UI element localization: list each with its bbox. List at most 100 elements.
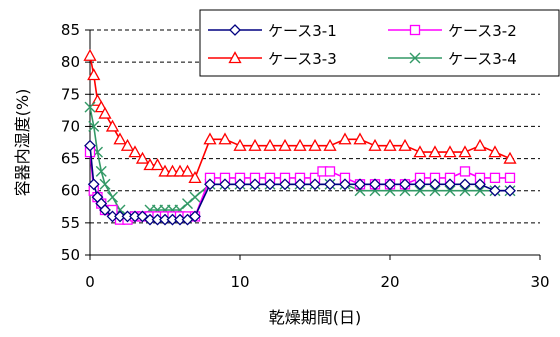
series-triangle — [83, 48, 517, 184]
series-line — [89, 106, 510, 218]
data-point — [218, 132, 232, 145]
data-point — [203, 132, 217, 145]
data-point — [458, 145, 472, 158]
data-point — [105, 119, 120, 132]
data-point — [204, 178, 216, 191]
data-point — [219, 178, 231, 191]
y-tick-label: 75 — [61, 85, 80, 103]
data-point — [88, 120, 100, 132]
data-point — [128, 145, 142, 158]
data-point — [308, 138, 322, 151]
data-point — [107, 191, 118, 203]
data-point — [474, 178, 486, 191]
data-point — [429, 178, 441, 191]
data-point — [474, 185, 486, 197]
legend-entry: ケース3-3 — [208, 50, 337, 68]
x-marker-stroke — [99, 178, 111, 190]
data-point — [488, 145, 502, 158]
data-point — [294, 178, 306, 191]
legend-entry: ケース3-2 — [388, 22, 517, 40]
x-axis-title: 乾燥期間(日) — [269, 308, 362, 327]
legend-marker — [228, 51, 242, 64]
data-point — [368, 138, 382, 151]
data-point — [84, 139, 96, 152]
data-point — [414, 185, 426, 197]
data-point — [189, 191, 201, 203]
data-point — [135, 151, 150, 164]
y-tick-label: 60 — [61, 182, 80, 200]
data-point — [429, 185, 441, 197]
data-point — [279, 178, 291, 191]
data-point — [414, 178, 426, 191]
data-point — [120, 138, 135, 151]
data-point — [180, 164, 195, 177]
data-point — [489, 184, 501, 197]
data-point — [99, 178, 111, 190]
data-point — [189, 210, 201, 223]
y-tick-label: 85 — [61, 21, 80, 39]
data-point — [339, 178, 351, 191]
legend-label: ケース3-2 — [448, 22, 517, 40]
data-point — [413, 145, 427, 158]
y-tick-label: 50 — [61, 246, 80, 264]
legend-entry: ケース3-1 — [208, 22, 337, 40]
legend-marker — [229, 24, 241, 36]
data-point — [98, 106, 112, 119]
x-marker-stroke — [88, 120, 100, 132]
data-point — [383, 138, 397, 151]
x-tick-label: 30 — [530, 273, 549, 291]
legend-label: ケース3-1 — [268, 22, 337, 40]
data-point — [428, 145, 442, 158]
x-marker-stroke — [459, 185, 471, 197]
data-point — [323, 138, 337, 151]
x-marker-stroke — [182, 198, 193, 210]
data-point — [233, 138, 247, 151]
y-tick-label: 80 — [61, 53, 80, 71]
data-point — [309, 178, 321, 191]
legend-marker — [409, 52, 421, 64]
data-point — [504, 184, 516, 197]
data-point — [398, 138, 412, 151]
data-point — [473, 138, 487, 151]
x-marker-stroke — [474, 185, 486, 197]
data-point — [293, 138, 307, 151]
x-marker-stroke — [429, 185, 441, 197]
data-point — [99, 204, 111, 216]
data-point — [83, 48, 97, 61]
data-point — [459, 178, 471, 191]
x-tick-label: 10 — [230, 273, 249, 291]
data-point — [234, 178, 246, 191]
y-tick-label: 70 — [61, 117, 80, 135]
data-point — [384, 178, 396, 191]
y-axis-title: 容器内湿度(%) — [13, 89, 32, 197]
data-point — [504, 172, 516, 184]
data-point — [87, 68, 101, 81]
data-point — [150, 158, 165, 171]
x-marker-stroke — [95, 165, 107, 177]
x-marker-stroke — [444, 185, 456, 197]
x-tick-label: 20 — [380, 273, 399, 291]
series-diamond — [84, 139, 516, 226]
data-point — [95, 165, 107, 177]
data-point — [248, 138, 262, 151]
data-point — [443, 145, 457, 158]
legend-marker — [409, 24, 421, 36]
data-point — [444, 185, 456, 197]
legend: ケース3-1 ケース3-2 ケース3-3 ケース3-4 — [199, 9, 560, 77]
x-marker-stroke — [414, 185, 426, 197]
data-point — [369, 178, 381, 191]
legend-label: ケース3-4 — [448, 50, 517, 68]
x-marker-stroke — [189, 191, 201, 203]
data-point — [459, 185, 471, 197]
data-point — [338, 132, 352, 145]
data-point — [87, 178, 100, 191]
data-point — [249, 178, 261, 191]
data-point — [188, 171, 202, 184]
x-marker-stroke — [84, 101, 96, 113]
data-point — [182, 198, 193, 210]
data-point — [324, 178, 336, 191]
data-point — [353, 132, 367, 145]
y-tick-label: 65 — [61, 150, 80, 168]
